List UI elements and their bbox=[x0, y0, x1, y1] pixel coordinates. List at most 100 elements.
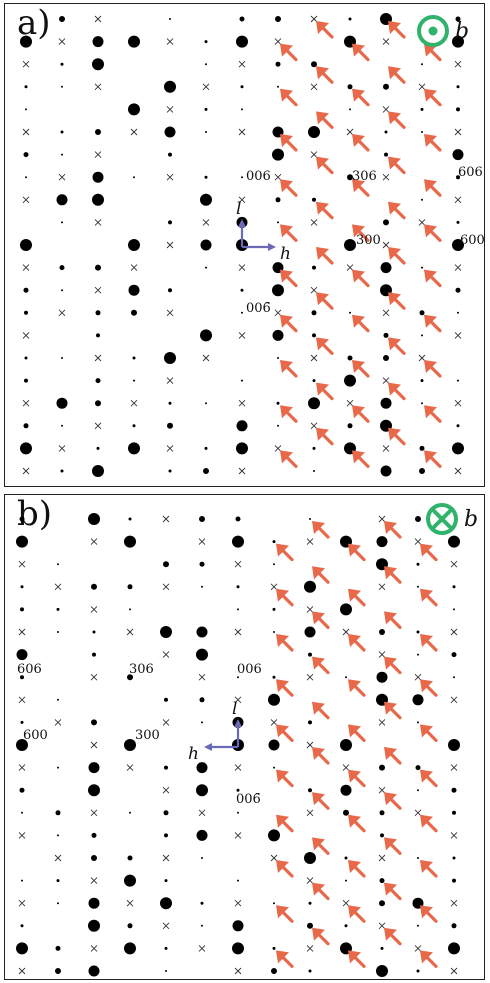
reflection-label: 606 bbox=[458, 165, 483, 180]
reflection-label: 600 bbox=[23, 728, 48, 743]
bragg-spot bbox=[24, 310, 28, 315]
bragg-spot bbox=[349, 108, 351, 111]
bragg-spot bbox=[19, 787, 25, 793]
cross-marker bbox=[378, 583, 386, 591]
bragg-spot bbox=[96, 446, 100, 450]
bragg-spot bbox=[132, 356, 136, 360]
bragg-spot bbox=[56, 607, 60, 611]
highlight-arrow bbox=[388, 247, 406, 265]
cross-marker bbox=[382, 38, 390, 45]
cross-marker bbox=[22, 264, 30, 271]
cross-marker bbox=[238, 128, 246, 136]
cross-marker bbox=[270, 583, 278, 591]
bragg-spot bbox=[344, 239, 356, 251]
highlight-arrow bbox=[384, 611, 402, 629]
highlight-arrow bbox=[420, 769, 438, 788]
bragg-spot bbox=[415, 765, 421, 771]
highlight-arrow bbox=[276, 950, 294, 968]
cross-marker bbox=[454, 264, 462, 271]
bragg-spot bbox=[168, 220, 172, 225]
bragg-spot bbox=[421, 266, 423, 269]
bragg-spot bbox=[196, 626, 208, 638]
highlight-arrow bbox=[316, 21, 334, 39]
bragg-spot bbox=[419, 445, 425, 451]
bragg-spot bbox=[55, 810, 61, 816]
highlight-arrow bbox=[388, 66, 406, 84]
cross-marker bbox=[90, 538, 98, 545]
highlight-arrow bbox=[348, 679, 366, 697]
bragg-spot bbox=[415, 516, 421, 522]
bragg-spot bbox=[88, 513, 100, 525]
cross-marker bbox=[130, 128, 138, 136]
highlight-arrow bbox=[312, 837, 330, 855]
cross-marker bbox=[238, 399, 246, 407]
highlight-arrow bbox=[312, 927, 330, 946]
bragg-spot bbox=[344, 374, 356, 387]
bragg-spot bbox=[57, 766, 59, 769]
reflection-label: 306 bbox=[129, 662, 154, 677]
cross-marker bbox=[54, 854, 62, 862]
bragg-spot bbox=[277, 221, 279, 224]
highlight-arrow bbox=[316, 247, 334, 265]
bragg-spot bbox=[21, 879, 23, 882]
highlight-arrow bbox=[316, 201, 334, 220]
bragg-spot bbox=[421, 63, 423, 66]
bragg-spot bbox=[340, 739, 352, 751]
bragg-spot bbox=[453, 676, 455, 679]
highlight-arrow bbox=[388, 201, 406, 220]
bragg-spot bbox=[204, 175, 208, 179]
cross-marker bbox=[238, 60, 246, 68]
bragg-spot bbox=[92, 630, 96, 634]
bragg-spot bbox=[448, 535, 460, 548]
bragg-spot bbox=[383, 332, 389, 338]
cross-marker bbox=[166, 173, 174, 181]
bragg-spot bbox=[412, 694, 424, 706]
bragg-spot bbox=[16, 649, 28, 661]
bragg-spot bbox=[16, 942, 28, 955]
bragg-spot bbox=[127, 923, 133, 929]
bragg-spot bbox=[376, 536, 388, 548]
highlight-arrow bbox=[424, 179, 442, 197]
highlight-arrow bbox=[280, 179, 298, 197]
bragg-spot bbox=[344, 856, 348, 860]
highlight-arrow bbox=[316, 337, 334, 355]
bragg-spot bbox=[451, 652, 457, 658]
cross-marker bbox=[162, 922, 170, 930]
bragg-spot bbox=[452, 442, 464, 455]
highlight-arrow bbox=[424, 405, 442, 423]
bragg-spot bbox=[201, 585, 203, 588]
cross-marker bbox=[310, 83, 318, 91]
bragg-spot bbox=[20, 607, 24, 612]
bragg-spot bbox=[57, 834, 59, 837]
bragg-spot bbox=[24, 85, 28, 89]
bragg-spot bbox=[340, 784, 352, 796]
highlight-arrow bbox=[420, 905, 438, 923]
cross-marker bbox=[454, 332, 462, 339]
highlight-arrow bbox=[388, 427, 406, 446]
highlight-arrow bbox=[280, 224, 298, 242]
cross-marker bbox=[454, 60, 462, 68]
cross-marker bbox=[22, 399, 30, 407]
cross-marker bbox=[454, 128, 462, 136]
bragg-spot bbox=[417, 585, 419, 588]
reciprocal-axes: lh bbox=[188, 699, 242, 764]
bragg-spot bbox=[343, 809, 349, 816]
cross-marker bbox=[310, 219, 318, 226]
highlight-arrow bbox=[388, 337, 406, 355]
bragg-spot bbox=[420, 107, 424, 111]
bragg-spot bbox=[61, 424, 63, 427]
bragg-spot bbox=[236, 35, 248, 48]
cross-marker bbox=[54, 719, 62, 726]
bragg-spot bbox=[380, 397, 392, 409]
bragg-spot bbox=[196, 762, 208, 774]
bragg-spot bbox=[60, 469, 64, 473]
bragg-spot bbox=[235, 516, 241, 522]
bragg-spot bbox=[56, 397, 68, 409]
bragg-spot bbox=[200, 239, 212, 251]
bragg-spot bbox=[421, 402, 423, 405]
cross-marker bbox=[454, 399, 462, 407]
cross-marker bbox=[126, 899, 134, 907]
l-axis-head bbox=[234, 719, 242, 727]
